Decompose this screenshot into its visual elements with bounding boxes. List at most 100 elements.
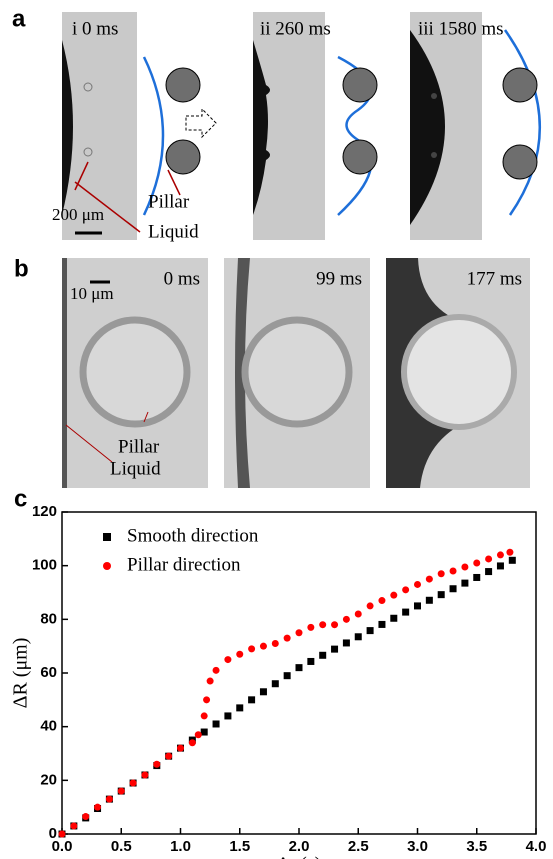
annotation: Liquid: [148, 221, 199, 242]
frame-label: 99 ms: [316, 268, 362, 289]
data-point: [354, 610, 362, 618]
y-tick-label: 120: [32, 503, 57, 520]
data-point: [94, 803, 102, 811]
data-point: [319, 651, 327, 659]
panel-label: a: [12, 5, 26, 32]
y-tick-label: 60: [40, 664, 57, 681]
x-tick-label: 2.5: [348, 838, 369, 855]
data-point: [248, 696, 256, 704]
data-point: [129, 779, 137, 787]
pointer: [65, 424, 113, 463]
pillar: [431, 152, 437, 158]
data-point: [82, 813, 90, 821]
pointer: [143, 411, 149, 423]
micrograph: [62, 12, 137, 240]
x-tick-label: 4.0: [526, 838, 547, 855]
data-point: [283, 672, 291, 680]
data-point: [342, 615, 350, 623]
data-point: [366, 602, 374, 610]
pillar-schematic: [502, 144, 538, 180]
contact-line: [503, 29, 542, 216]
data-point: [224, 712, 232, 720]
y-tick-label: 0: [49, 825, 57, 842]
data-point: [283, 634, 291, 642]
panel-label: c: [14, 485, 27, 512]
data-point: [425, 596, 433, 604]
data-point: [473, 573, 481, 581]
data-point: [58, 830, 66, 838]
data-point: [461, 579, 469, 587]
data-point: [259, 642, 267, 650]
x-tick-label: 1.0: [170, 838, 191, 855]
frame-label: ii 260 ms: [260, 18, 331, 39]
data-point: [342, 639, 350, 647]
data-point: [212, 666, 220, 674]
pillar-schematic: [165, 67, 201, 103]
data-point: [402, 586, 410, 594]
data-point: [200, 712, 208, 720]
data-point: [506, 548, 514, 556]
data-point: [331, 621, 339, 629]
x-tick-label: 2.0: [289, 838, 310, 855]
data-point: [105, 795, 113, 803]
liquid-edge: [62, 258, 67, 488]
panel-label: b: [14, 255, 29, 282]
data-point: [437, 591, 445, 599]
data-point: [248, 645, 256, 653]
x-tick-label: 1.5: [229, 838, 250, 855]
frame-label: i 0 ms: [72, 18, 118, 39]
y-tick-label: 80: [40, 610, 57, 627]
droplet: [62, 40, 73, 215]
y-tick-label: 40: [40, 718, 57, 735]
data-point: [153, 760, 161, 768]
frame-label: 0 ms: [164, 268, 200, 289]
x-axis-label: Δt (s): [277, 854, 322, 859]
pillar: [241, 316, 353, 428]
data-point: [141, 771, 149, 779]
data-point: [473, 559, 481, 567]
pillar-schematic: [342, 139, 378, 175]
legend-label: Smooth direction: [127, 525, 259, 546]
data-point: [425, 575, 433, 583]
annotation: Pillar: [148, 191, 190, 212]
pillar: [79, 316, 191, 428]
data-point: [366, 627, 374, 635]
data-point: [485, 555, 493, 563]
data-point: [70, 822, 78, 830]
pillar-schematic: [342, 67, 378, 103]
pillar-schematic: [165, 139, 201, 175]
contact-line: [142, 56, 165, 216]
droplet: [410, 30, 445, 225]
x-tick-label: 0.5: [111, 838, 132, 855]
chart: 0.0 0.5 1.0 1.5 2.0 2.5 3.0 3.5 4.0 0 20 40 60 80 100 1…: [10, 503, 547, 859]
pillar: [401, 314, 517, 430]
data-point: [390, 591, 398, 599]
data-point: [295, 629, 303, 637]
x-tick-label: 3.5: [466, 838, 487, 855]
y-axis-label: ΔR (μm): [10, 638, 32, 709]
annotation: Liquid: [110, 458, 161, 479]
data-point: [496, 551, 504, 559]
data-point: [188, 739, 196, 747]
data-point: [414, 580, 421, 588]
data-point: [508, 556, 516, 564]
y-tick-label: 20: [40, 771, 57, 788]
pointer: [74, 161, 89, 191]
data-point: [485, 568, 493, 576]
pillar: [431, 93, 437, 99]
legend-label: Pillar direction: [127, 554, 241, 575]
data-point: [203, 696, 211, 704]
data-point: [496, 562, 504, 570]
pointer: [167, 169, 181, 196]
data-point: [402, 608, 410, 616]
data-point: [449, 567, 457, 575]
y-tick-label: 100: [32, 557, 57, 574]
data-point: [206, 677, 214, 685]
data-point: [295, 664, 303, 672]
data-point: [271, 639, 279, 647]
pillar-schematic: [502, 67, 538, 103]
frame-label: 177 ms: [467, 268, 522, 289]
legend-marker: [103, 562, 111, 570]
data-point: [224, 656, 232, 664]
data-point: [307, 657, 315, 665]
